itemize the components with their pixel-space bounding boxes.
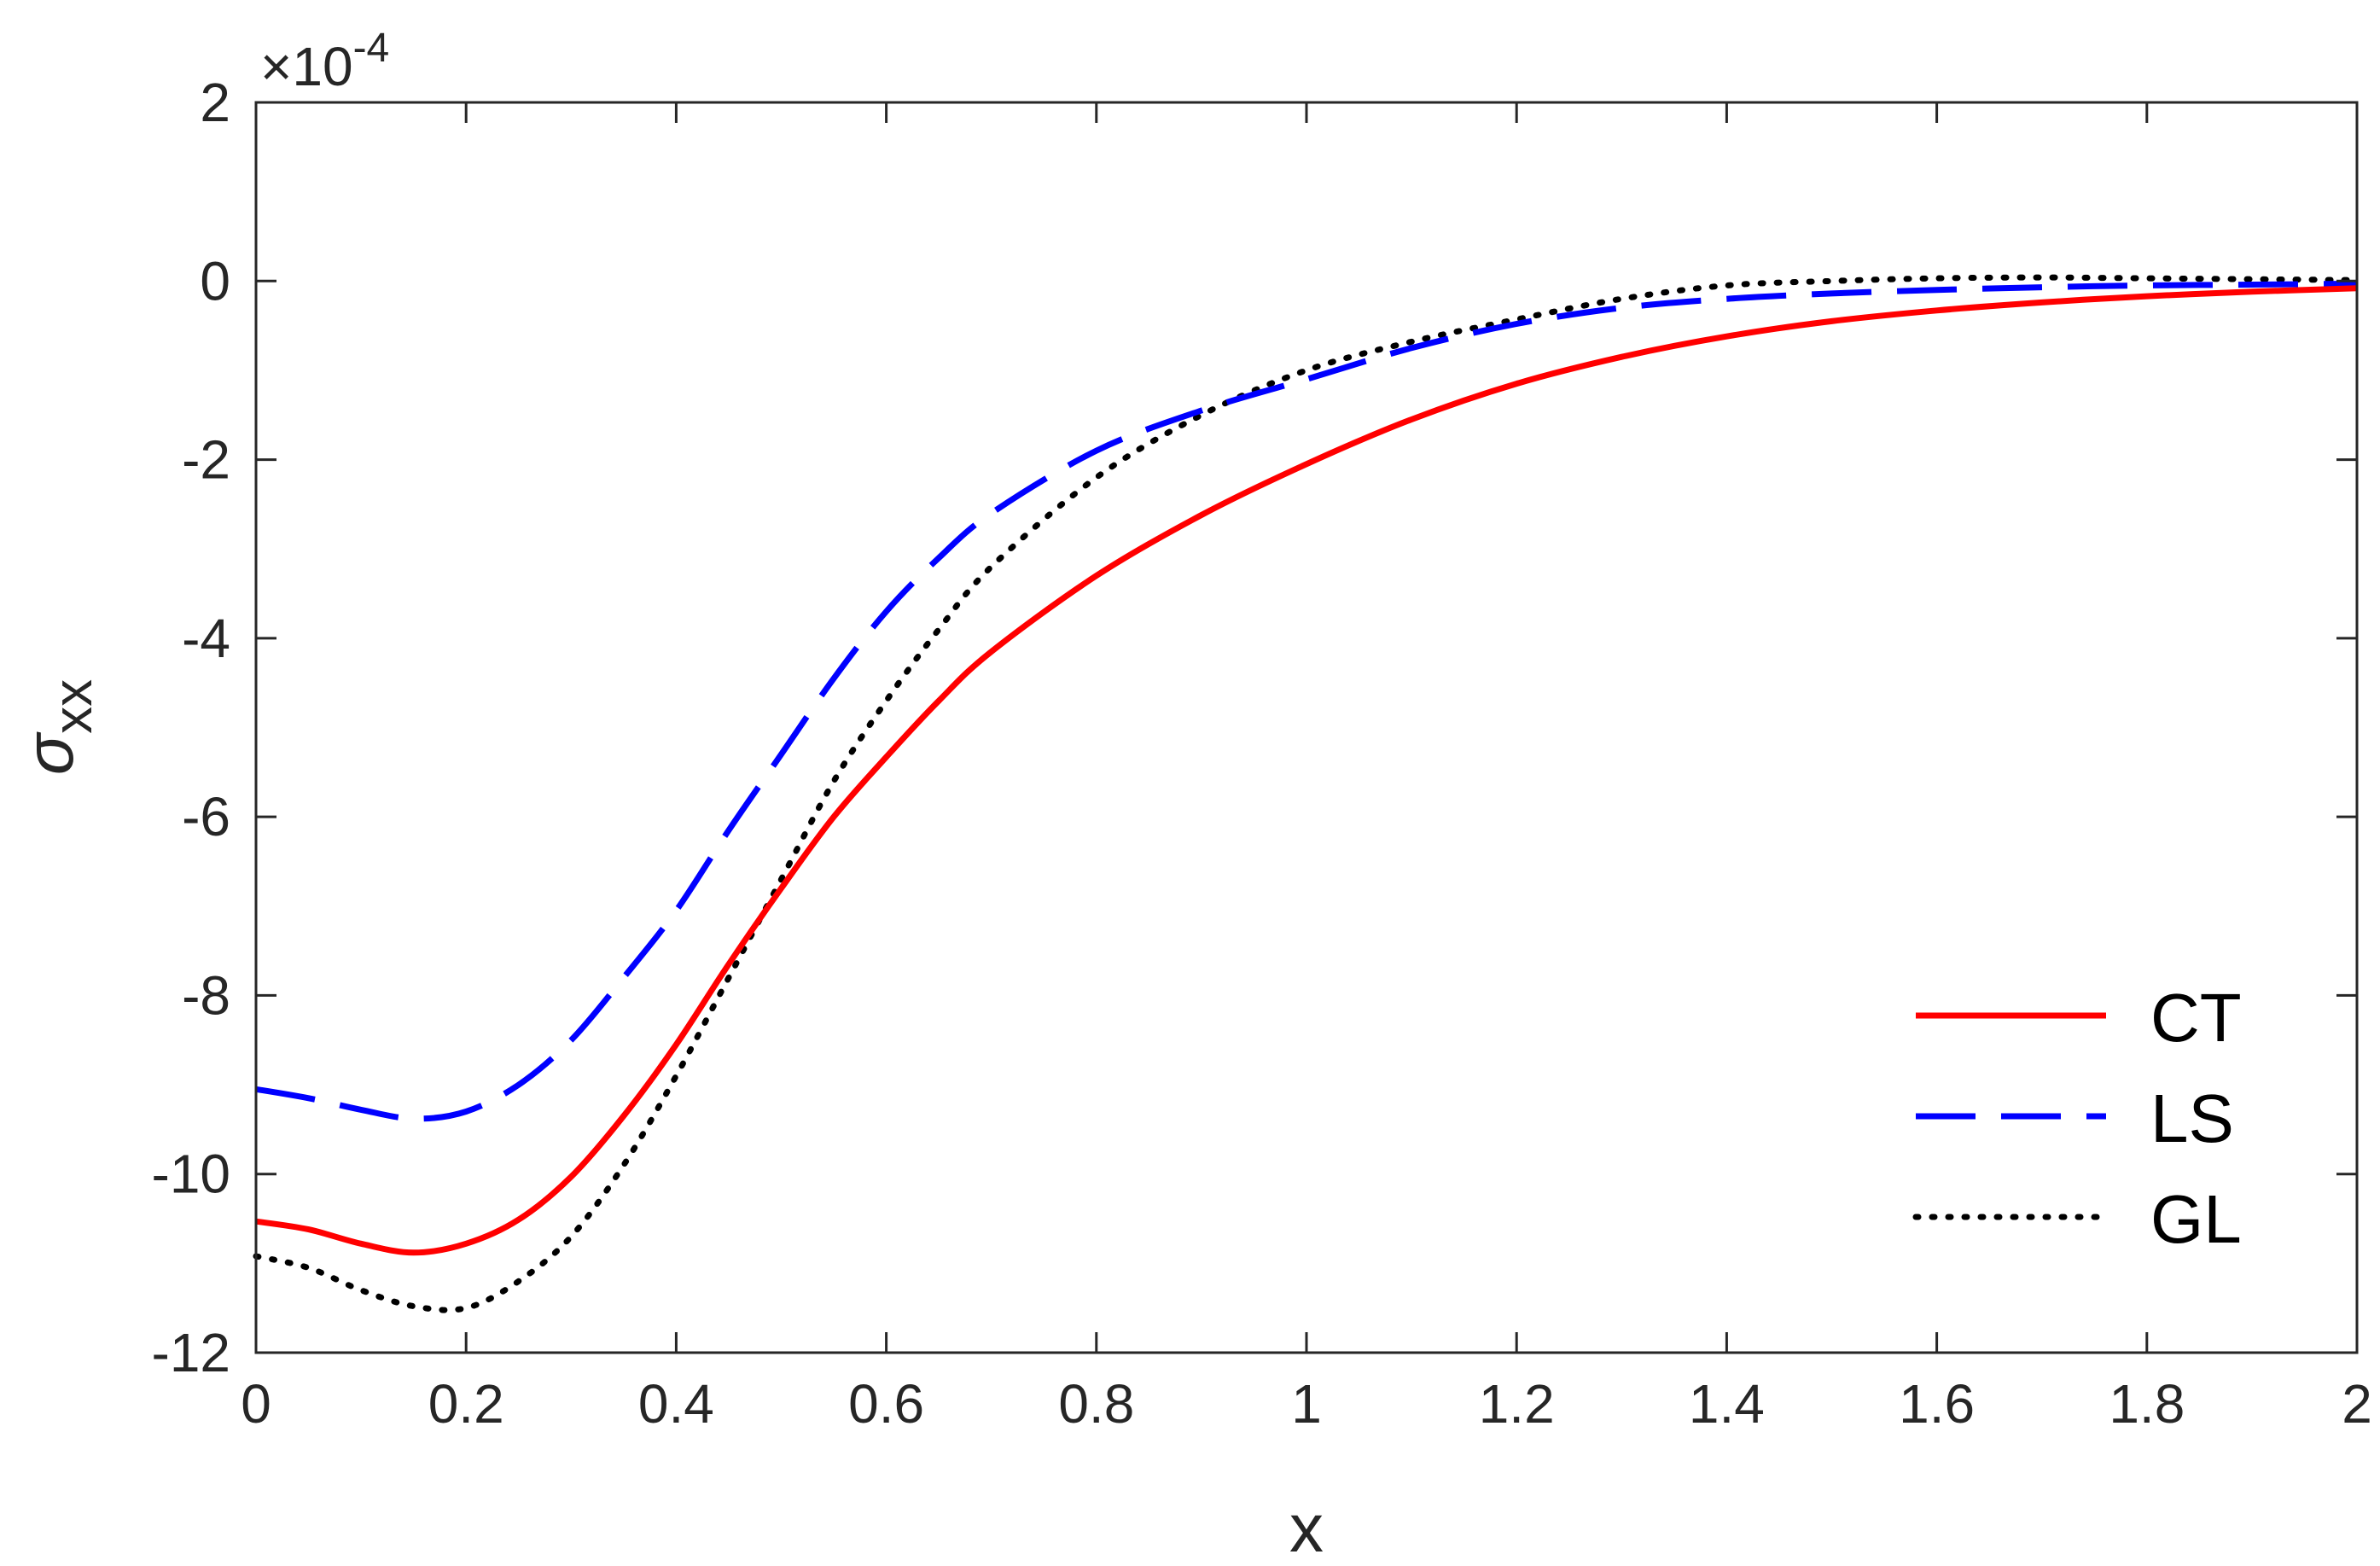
exponent-power: -4 [353,26,390,71]
series-line-gl [253,274,2360,1313]
exponent-label: ×10-4 [260,26,389,97]
x-tick-label: 1.4 [1689,1373,1765,1435]
y-tick-label: -6 [182,786,230,847]
y-tick-label: -4 [182,608,230,669]
y-tick-label: -8 [182,964,230,1026]
legend-label-gl: GL [2150,1181,2242,1257]
x-tick-label: 0.6 [848,1373,924,1435]
x-tick-label: 1.8 [2109,1373,2185,1435]
y-tick-label: -2 [182,429,230,491]
x-tick-label: 0.2 [428,1373,504,1435]
x-tick-label: 2 [2342,1373,2372,1435]
x-tick-label: 1.6 [1899,1373,1975,1435]
x-axis-ticks: 0 0.2 0.4 0.6 0.8 1 1.2 1.4 1.6 1.8 2 [241,102,2372,1435]
plot-area [256,102,2357,1353]
series-line-ct [255,285,2358,1256]
y-tick-label: -12 [152,1322,231,1383]
y-tick-label: 0 [200,250,230,311]
series-line-ls [255,280,2358,1122]
y-tick-label: 2 [200,72,230,133]
x-tick-label: 1.2 [1479,1373,1555,1435]
y-axis-ticks: 2 0 -2 -4 -6 -8 -10 -12 [152,72,2357,1383]
x-tick-label: 1 [1291,1373,1322,1435]
y-axis-symbol: σ [11,731,87,775]
legend-label-ls: LS [2150,1080,2234,1156]
y-axis-label: σxx [11,679,103,775]
series-layer [253,274,2360,1313]
x-tick-label: 0.4 [638,1373,714,1435]
y-tick-label: -10 [152,1144,231,1205]
legend: CT LS GL [1912,980,2242,1257]
legend-label-ct: CT [2150,980,2242,1056]
x-axis-label: x [1289,1490,1324,1566]
x-tick-label: 0 [241,1373,271,1435]
x-tick-label: 0.8 [1058,1373,1134,1435]
y-axis-subscript: xx [42,679,103,734]
